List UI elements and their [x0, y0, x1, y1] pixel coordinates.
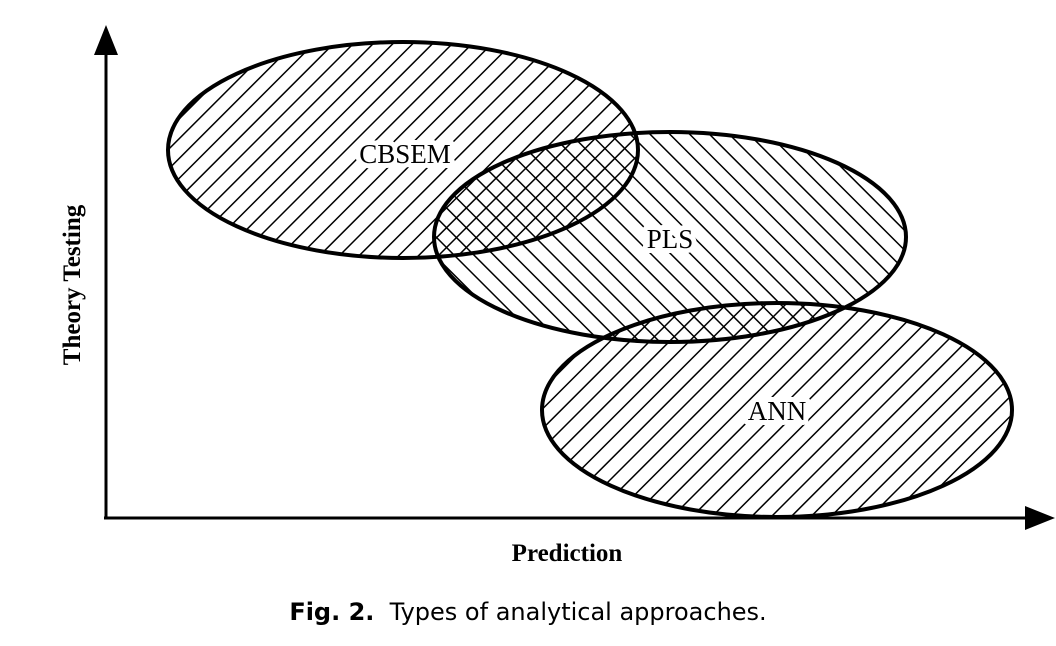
figure-caption: Fig. 2. Types of analytical approaches. — [0, 598, 1056, 626]
pls-hatch-fill — [434, 132, 906, 342]
pls-ellipse — [432, 130, 908, 344]
cbsem-ellipse — [166, 40, 640, 260]
caption-text: Types of analytical approaches. — [389, 598, 767, 626]
ann-hatch-fill — [542, 303, 1012, 517]
cbsem-label: CBSEM — [359, 139, 451, 169]
x-axis-title: Prediction — [512, 540, 623, 567]
ann-label: ANN — [748, 396, 807, 426]
ann-ellipse — [540, 301, 1014, 519]
pls-label: PLS — [647, 224, 694, 254]
y-axis-title: Theory Testing — [59, 204, 86, 365]
figure-number: Fig. 2. — [289, 598, 375, 626]
